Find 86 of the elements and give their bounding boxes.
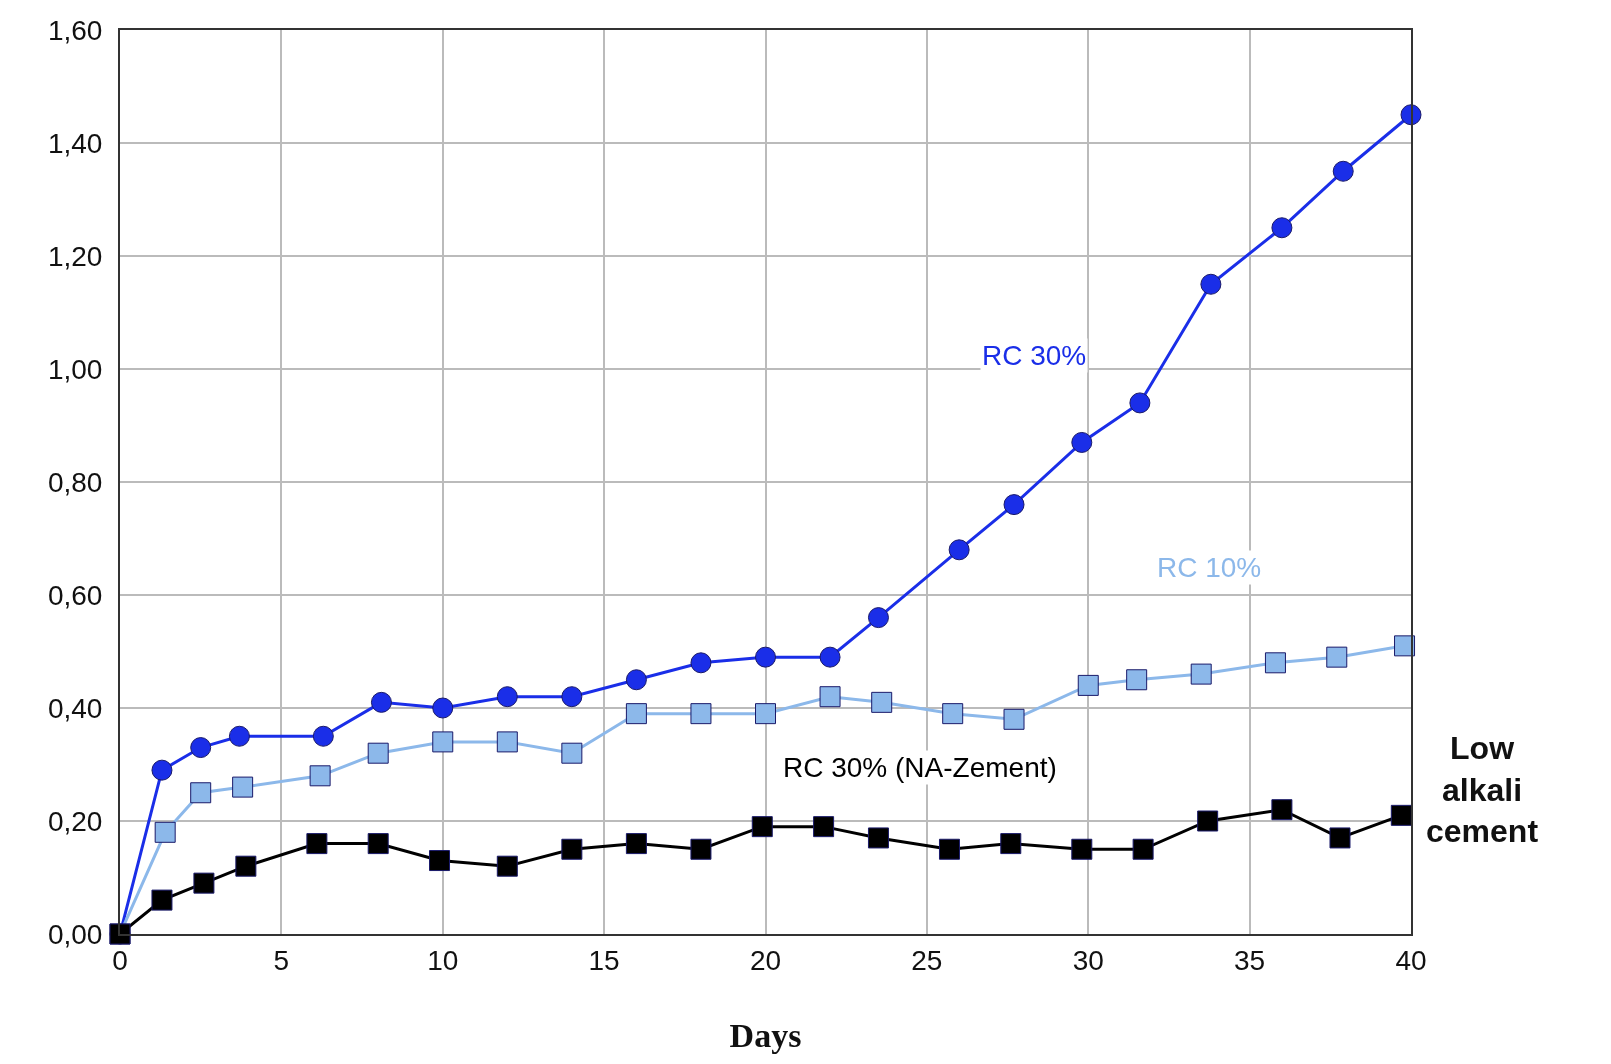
point — [312, 725, 334, 747]
point — [1190, 663, 1212, 685]
point — [1390, 804, 1412, 826]
point — [228, 725, 250, 747]
point — [432, 731, 454, 753]
point — [1271, 217, 1293, 239]
x-tick-label: 15 — [588, 944, 620, 976]
point — [1126, 669, 1148, 691]
x-tick-label: 0 — [112, 944, 128, 976]
point — [867, 607, 889, 629]
x-tick-label: 35 — [1234, 944, 1266, 976]
x-tick-label: 30 — [1072, 944, 1104, 976]
x-tick-label: 25 — [911, 944, 943, 976]
point — [370, 691, 392, 713]
point — [496, 855, 518, 877]
point — [948, 539, 970, 561]
point — [751, 816, 773, 838]
point — [367, 742, 389, 764]
point — [190, 737, 212, 759]
point — [690, 838, 712, 860]
point — [942, 703, 964, 725]
point — [496, 686, 518, 708]
point — [1000, 833, 1022, 855]
point — [309, 765, 331, 787]
point — [432, 697, 454, 719]
y-tick-label: 0,60 — [47, 579, 103, 611]
text: RC 10% — [1157, 552, 1262, 583]
point — [819, 686, 841, 708]
point — [1003, 494, 1025, 516]
y-tick-label: 0,20 — [47, 805, 103, 837]
point — [1071, 431, 1093, 453]
x-tick-label: 10 — [427, 944, 459, 976]
point — [1326, 646, 1348, 668]
point — [1271, 799, 1293, 821]
point — [190, 782, 212, 804]
point — [813, 816, 835, 838]
point — [867, 827, 889, 849]
y-tick-label: 0,40 — [47, 692, 103, 724]
point — [1200, 273, 1222, 295]
point — [561, 838, 583, 860]
point — [755, 703, 776, 725]
point — [1332, 160, 1354, 182]
point — [1129, 392, 1151, 414]
point — [1329, 827, 1351, 849]
point — [151, 759, 173, 781]
point — [232, 776, 254, 798]
y-tick-label: 0,00 — [47, 918, 103, 950]
point — [755, 646, 776, 668]
y-tick-label: 1,00 — [47, 353, 103, 385]
series-label: RC 30% (NA-Zement) — [783, 752, 1057, 783]
point — [367, 833, 389, 855]
y-tick-label: 1,60 — [47, 14, 103, 46]
point — [1197, 810, 1219, 832]
point — [690, 703, 712, 725]
x-axis-title: Days — [729, 1017, 802, 1054]
series-label: RC 30% — [982, 340, 1087, 371]
point — [235, 855, 257, 877]
point — [154, 821, 176, 843]
y-tick-label: 0,80 — [47, 466, 103, 498]
point — [625, 669, 647, 691]
point — [1394, 635, 1416, 657]
point — [496, 731, 518, 753]
y-tick-label: 1,40 — [47, 127, 103, 159]
point — [561, 742, 583, 764]
text: Low alkali cement — [1426, 730, 1539, 850]
x-tick-label: 40 — [1395, 944, 1427, 976]
point — [306, 833, 328, 855]
point — [1264, 652, 1286, 674]
point — [1003, 708, 1025, 730]
point — [1077, 674, 1099, 696]
x-tick-label: 20 — [749, 944, 782, 976]
point — [151, 889, 173, 911]
x-tick-label: 5 — [273, 944, 290, 976]
point — [193, 872, 215, 894]
y-tick-label: 1,20 — [47, 240, 103, 272]
point — [625, 833, 647, 855]
point — [938, 838, 960, 860]
point — [561, 686, 583, 708]
point — [1071, 838, 1093, 860]
point — [819, 646, 841, 668]
point — [1132, 838, 1154, 860]
point — [871, 691, 893, 713]
point — [429, 850, 451, 872]
point — [690, 652, 712, 674]
point — [625, 703, 647, 725]
point — [1400, 104, 1422, 126]
